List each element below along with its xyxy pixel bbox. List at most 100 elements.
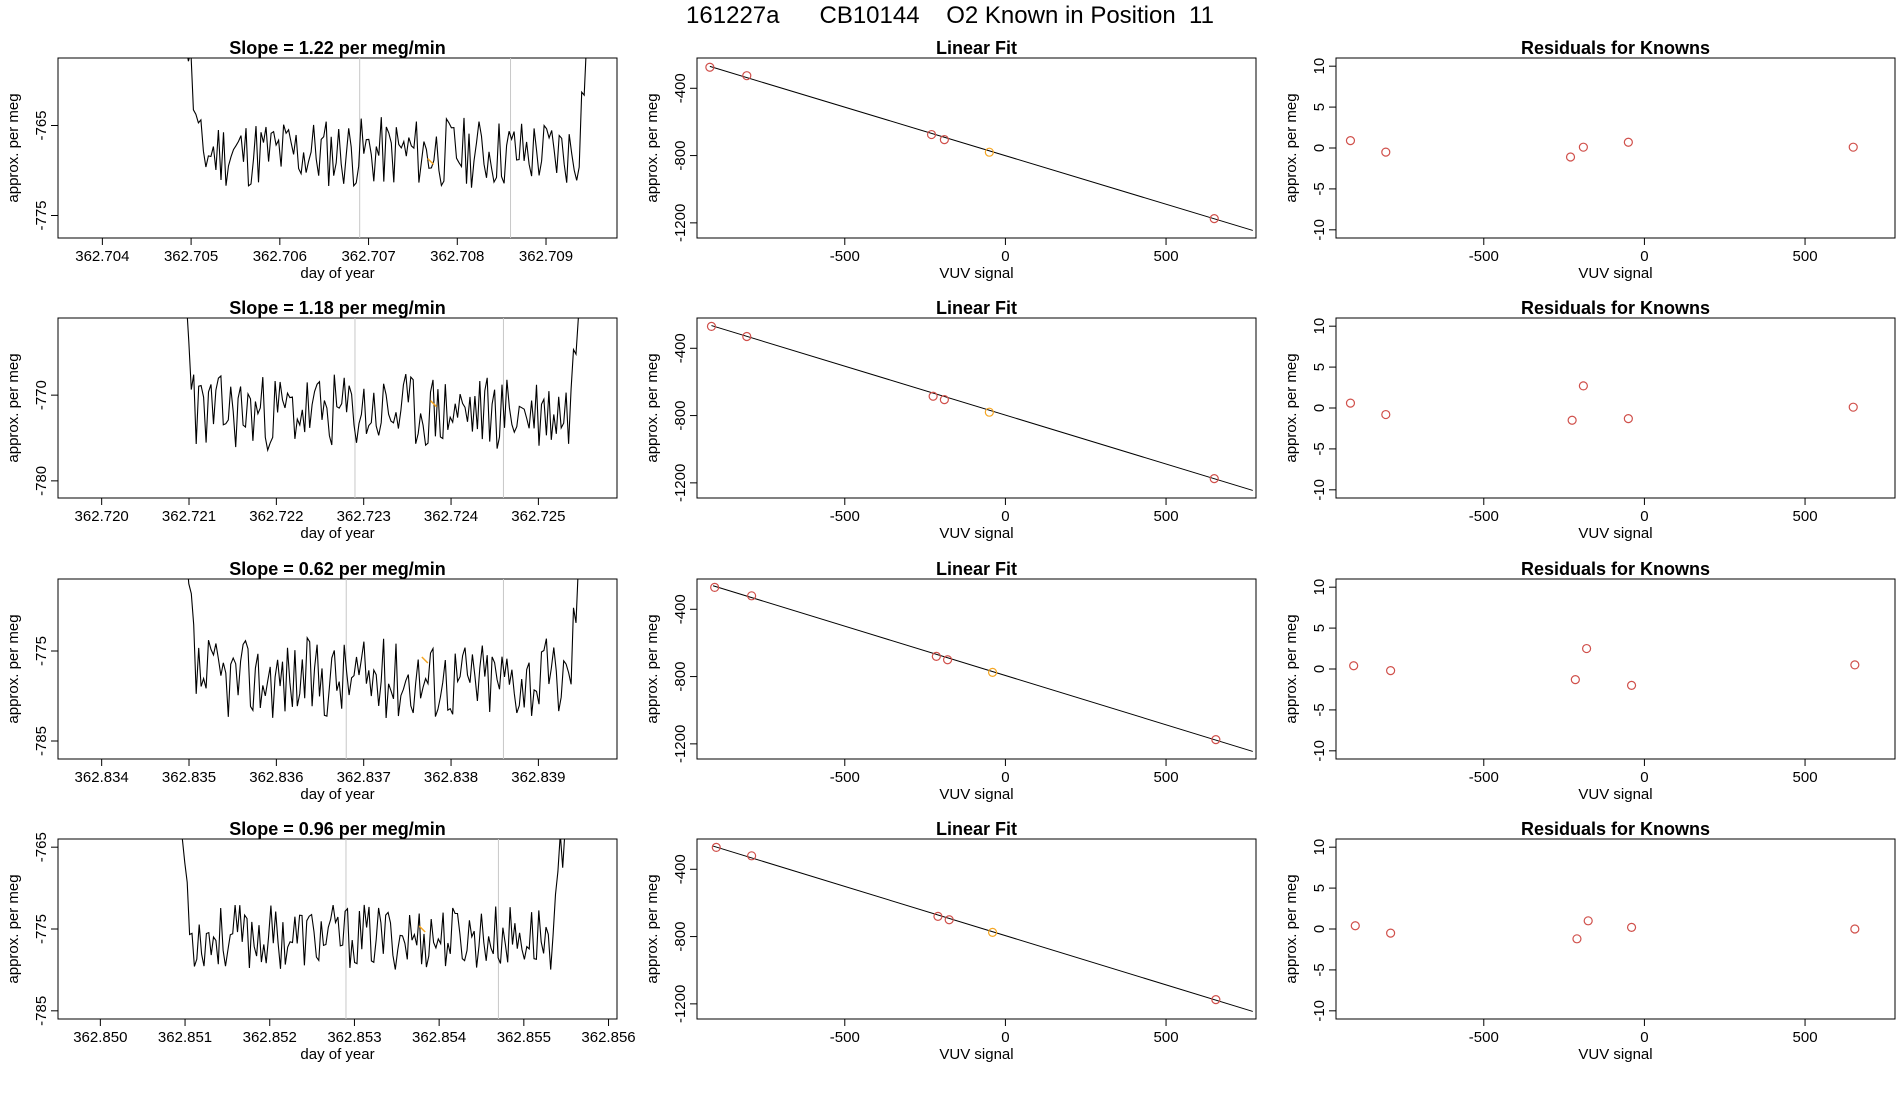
y-axis-label: approx. per meg	[1283, 874, 1300, 983]
plot-area	[181, 839, 566, 1019]
y-axis-label: approx. per meg	[644, 874, 661, 983]
panel-title: Linear Fit	[936, 38, 1017, 58]
data-point	[1848, 402, 1858, 412]
data-point	[1623, 137, 1633, 147]
data-point	[747, 591, 757, 601]
highlight-mark	[430, 400, 438, 408]
x-tick-label: 362.708	[430, 248, 484, 265]
x-axis-label: VUV signal	[939, 786, 1013, 803]
y-tick-label: -800	[672, 922, 689, 952]
y-tick-label: 0	[1311, 925, 1328, 933]
y-tick-label: -10	[1311, 740, 1328, 762]
x-tick-label: 500	[1154, 508, 1179, 525]
x-axis-label: VUV signal	[939, 1046, 1013, 1063]
x-tick-label: 500	[1793, 508, 1818, 525]
data-point	[1623, 414, 1633, 424]
panel-residuals-4: Residuals for Knowns -500 0 500 VUV signal 10…	[1283, 819, 1896, 1063]
x-tick-label: -500	[1469, 1029, 1499, 1046]
y-tick-label: -765	[33, 110, 50, 140]
x-tick-label: 500	[1154, 769, 1179, 786]
panel-fit-4: Linear Fit -500 0 500 VUV signal -400 -800 -120…	[644, 819, 1257, 1063]
x-axis-label: VUV signal	[939, 525, 1013, 542]
x-tick-label: 0	[1001, 1029, 1009, 1046]
x-tick-label: 362.852	[243, 1029, 297, 1046]
x-tick-label: 0	[1640, 1029, 1648, 1046]
y-tick-label: -765	[33, 832, 50, 862]
x-tick-label: 362.855	[497, 1029, 551, 1046]
x-tick-label: 362.839	[511, 769, 565, 786]
data-point	[939, 394, 949, 405]
panel-fit-3: Linear Fit -500 0 500 VUV signal -400 -800 -120…	[644, 559, 1257, 803]
y-tick-label: -800	[672, 662, 689, 692]
data-point	[1565, 152, 1576, 162]
x-tick-label: -500	[830, 248, 860, 265]
panel-fit-2: Linear Fit -500 0 500 VUV signal -400 -800 -120…	[644, 298, 1257, 542]
plot-frame	[57, 838, 618, 1020]
x-tick-label: 362.854	[412, 1029, 466, 1046]
panel-title: Slope = 0.62 per meg/min	[229, 559, 446, 579]
panel-title: Linear Fit	[936, 819, 1017, 839]
x-tick-label: 0	[1001, 508, 1009, 525]
x-tick-label: 362.850	[73, 1029, 127, 1046]
x-tick-label: 362.853	[327, 1029, 381, 1046]
y-tick-label: -400	[672, 594, 689, 624]
x-tick-label: 362.707	[341, 248, 395, 265]
data-point	[1567, 415, 1577, 425]
data-point	[939, 134, 949, 145]
x-tick-label: 362.856	[581, 1029, 635, 1046]
panel-residuals-2: Residuals for Knowns -500 0 500 VUV signal 10…	[1283, 298, 1896, 542]
data-point	[928, 391, 938, 401]
plot-frame	[696, 57, 1257, 239]
x-axis-label: VUV signal	[1578, 265, 1652, 282]
plot-area	[706, 321, 1253, 491]
panel-title: Residuals for Knowns	[1521, 38, 1710, 58]
data-point	[944, 915, 954, 925]
x-axis-label: VUV signal	[1578, 1046, 1652, 1063]
y-tick-label: -5	[1311, 703, 1328, 716]
panel-title: Slope = 1.22 per meg/min	[229, 38, 446, 58]
x-tick-label: 362.837	[337, 769, 391, 786]
y-axis-label: approx. per meg	[5, 614, 22, 723]
panel-slope-4: Slope = 0.96 per meg/min 362.850 362.851 36…	[5, 819, 636, 1063]
plot-frame	[1335, 578, 1896, 760]
data-point-highlighted	[984, 407, 994, 417]
x-axis-label: day of year	[300, 786, 374, 803]
data-point	[1850, 924, 1860, 934]
fit-line	[712, 845, 1253, 1012]
plot-area	[1345, 136, 1858, 162]
y-tick-label: -10	[1311, 219, 1328, 241]
y-tick-label: -800	[672, 401, 689, 431]
x-tick-label: 362.706	[253, 248, 307, 265]
data-point	[1578, 142, 1588, 152]
x-tick-label: -500	[1469, 769, 1499, 786]
x-axis-label: day of year	[300, 1046, 374, 1063]
y-tick-label: 0	[1311, 404, 1328, 412]
x-axis-label: day of year	[300, 525, 374, 542]
x-tick-label: 362.835	[162, 769, 216, 786]
x-tick-label: 500	[1793, 769, 1818, 786]
data-point	[742, 331, 752, 342]
y-tick-label: -800	[672, 141, 689, 171]
x-axis-label: VUV signal	[1578, 525, 1652, 542]
data-point	[933, 911, 943, 921]
data-point	[1386, 666, 1396, 676]
y-axis-label: approx. per meg	[644, 614, 661, 723]
y-tick-label: -775	[33, 914, 50, 944]
x-tick-label: 0	[1001, 769, 1009, 786]
panel-title: Linear Fit	[936, 298, 1017, 318]
x-tick-label: 0	[1001, 248, 1009, 265]
panel-title: Residuals for Knowns	[1521, 298, 1710, 318]
y-tick-label: -785	[33, 996, 50, 1026]
x-tick-label: 500	[1793, 1029, 1818, 1046]
data-point	[1345, 136, 1356, 146]
panel-fit-1: Linear Fit -500 0 500 VUV signal -400 -800 -120…	[644, 38, 1257, 282]
fit-line	[709, 65, 1253, 231]
plot-area	[1345, 381, 1858, 425]
data-point	[1386, 928, 1396, 938]
fit-line	[711, 325, 1253, 491]
plot-area	[187, 58, 587, 238]
plot-frame	[1335, 838, 1896, 1020]
x-tick-label: 362.851	[158, 1029, 212, 1046]
data-point	[1581, 643, 1592, 654]
